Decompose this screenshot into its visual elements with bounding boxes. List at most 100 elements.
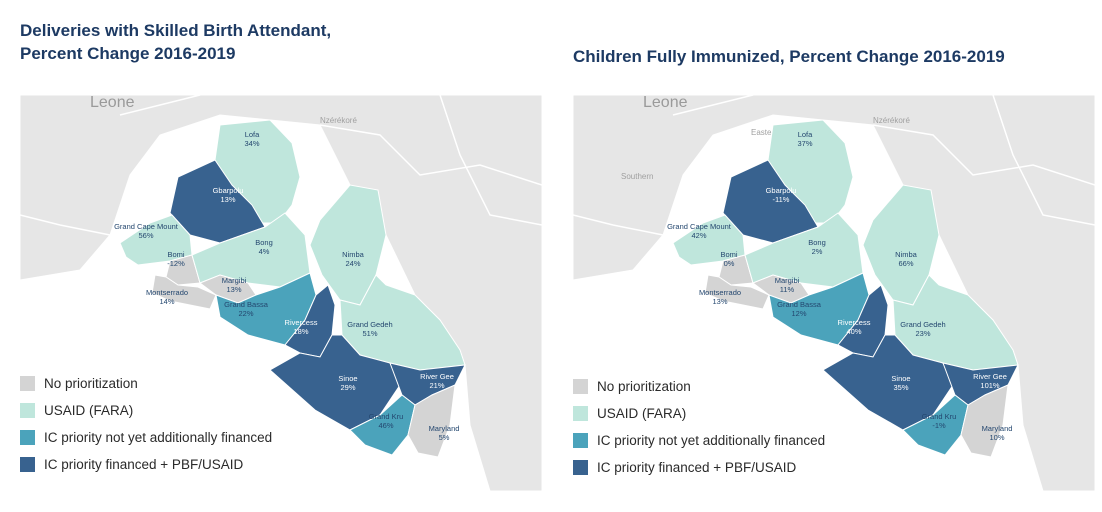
map-title-line-2: Percent Change 2016-2019 bbox=[20, 44, 236, 63]
county-bomi bbox=[718, 254, 754, 286]
legend: No prioritization USAID (FARA) IC priori… bbox=[573, 373, 825, 481]
map-title-line-1: Children Fully Immunized, Percent Change… bbox=[573, 47, 1005, 66]
legend-label: IC priority financed + PBF/USAID bbox=[597, 460, 797, 475]
legend-item-none: No prioritization bbox=[573, 373, 825, 400]
legend-label: USAID (FARA) bbox=[44, 403, 134, 418]
county-maryland bbox=[960, 384, 1009, 458]
county-value-label: 14% bbox=[159, 297, 174, 306]
county-name-label: Grand Bassa bbox=[224, 300, 269, 309]
county-bomi bbox=[165, 254, 201, 286]
county-name-label: Rivercess bbox=[285, 318, 318, 327]
map-title-line-1: Deliveries with Skilled Birth Attendant, bbox=[20, 21, 332, 40]
border-sl-inner bbox=[20, 214, 111, 236]
county-value-label: 13% bbox=[226, 285, 241, 294]
place-label: Leone bbox=[643, 95, 688, 111]
county-name-label: Sinoe bbox=[891, 374, 910, 383]
county-value-label: 11% bbox=[780, 285, 795, 294]
county-value-label: 0% bbox=[724, 259, 735, 268]
county-value-label: 24% bbox=[345, 259, 360, 268]
county-name-label: Bong bbox=[255, 238, 273, 247]
county-name-label: River Gee bbox=[420, 372, 454, 381]
place-label: Southern bbox=[621, 172, 653, 181]
county-name-label: Grand Kru bbox=[369, 412, 404, 421]
legend-swatch bbox=[20, 457, 35, 472]
legend-label: No prioritization bbox=[597, 379, 691, 394]
county-value-label: 13% bbox=[712, 297, 727, 306]
legend-swatch bbox=[20, 376, 35, 391]
map-title: Children Fully Immunized, Percent Change… bbox=[573, 45, 1005, 68]
county-value-label: -12% bbox=[167, 259, 185, 268]
county-montserrado bbox=[704, 274, 770, 310]
legend-label: IC priority not yet additionally finance… bbox=[597, 433, 826, 448]
county-value-label: 21% bbox=[429, 381, 444, 390]
legend-item-usaid: USAID (FARA) bbox=[20, 397, 272, 424]
county-name-label: Gbarpolu bbox=[766, 186, 797, 195]
place-label: Nzérékoré bbox=[873, 116, 910, 125]
county-value-label: 13% bbox=[220, 195, 235, 204]
border-ci-inner bbox=[439, 95, 542, 226]
county-name-label: Lofa bbox=[798, 130, 813, 139]
legend-label: No prioritization bbox=[44, 376, 138, 391]
county-name-label: Bomi bbox=[167, 250, 184, 259]
place-label: Leone bbox=[90, 95, 135, 111]
county-name-label: Grand Bassa bbox=[777, 300, 822, 309]
county-value-label: 22% bbox=[238, 309, 253, 318]
border-guinea-ci bbox=[872, 124, 1095, 186]
county-name-label: Grand Gedeh bbox=[900, 320, 945, 329]
county-value-label: 42% bbox=[691, 231, 706, 240]
map-title: Deliveries with Skilled Birth Attendant,… bbox=[20, 19, 331, 65]
map-panel-immunized: Children Fully Immunized, Percent Change… bbox=[551, 0, 1102, 512]
county-maryland bbox=[407, 384, 456, 458]
county-name-label: Montserrado bbox=[699, 288, 741, 297]
county-value-label: 2% bbox=[812, 247, 823, 256]
county-name-label: Grand Gedeh bbox=[347, 320, 392, 329]
county-value-label: 10% bbox=[989, 433, 1004, 442]
county-name-label: Gbarpolu bbox=[213, 186, 244, 195]
county-name-label: Margibi bbox=[775, 276, 800, 285]
county-value-label: 56% bbox=[138, 231, 153, 240]
county-name-label: Maryland bbox=[982, 424, 1013, 433]
border-guinea-ci bbox=[319, 124, 542, 186]
legend-swatch bbox=[20, 403, 35, 418]
place-label: Nzérékoré bbox=[320, 116, 357, 125]
county-name-label: Nimba bbox=[342, 250, 365, 259]
county-value-label: 101% bbox=[980, 381, 1000, 390]
liberia-map: Leone Nzérékoré Lofa 34% Gbarpolu 13% Grand Ca… bbox=[20, 95, 542, 491]
legend-swatch bbox=[20, 430, 35, 445]
legend-swatch bbox=[573, 433, 588, 448]
county-name-label: Margibi bbox=[222, 276, 247, 285]
county-value-label: 51% bbox=[362, 329, 377, 338]
county-sinoe bbox=[822, 334, 954, 431]
county-value-label: 66% bbox=[898, 259, 913, 268]
border-ci-inner bbox=[992, 95, 1095, 226]
place-label: Eastern bbox=[751, 128, 779, 137]
county-value-label: 23% bbox=[915, 329, 930, 338]
border-guinea-sl bbox=[672, 95, 754, 116]
county-value-label: -11% bbox=[773, 195, 790, 204]
county-name-label: Grand Kru bbox=[922, 412, 957, 421]
county-name-label: Grand Cape Mount bbox=[667, 222, 732, 231]
border-sl-inner bbox=[573, 214, 664, 236]
county-value-label: 37% bbox=[797, 139, 812, 148]
legend-item-ic-financed: IC priority financed + PBF/USAID bbox=[573, 454, 825, 481]
county-value-label: 12% bbox=[791, 309, 806, 318]
county-value-label: 35% bbox=[893, 383, 908, 392]
county-name-label: Grand Cape Mount bbox=[114, 222, 179, 231]
county-value-label: 18% bbox=[293, 327, 308, 336]
county-value-label: 34% bbox=[244, 139, 259, 148]
legend-label: USAID (FARA) bbox=[597, 406, 687, 421]
county-name-label: Rivercess bbox=[838, 318, 871, 327]
county-value-label: 5% bbox=[439, 433, 450, 442]
legend-item-none: No prioritization bbox=[20, 370, 272, 397]
county-value-label: 46% bbox=[378, 421, 393, 430]
county-name-label: Nimba bbox=[895, 250, 918, 259]
county-name-label: Sinoe bbox=[338, 374, 357, 383]
legend-swatch bbox=[573, 379, 588, 394]
county-value-label: 4% bbox=[259, 247, 270, 256]
legend-item-usaid: USAID (FARA) bbox=[573, 400, 825, 427]
legend: No prioritization USAID (FARA) IC priori… bbox=[20, 370, 272, 478]
county-montserrado bbox=[151, 274, 217, 310]
legend-swatch bbox=[573, 406, 588, 421]
